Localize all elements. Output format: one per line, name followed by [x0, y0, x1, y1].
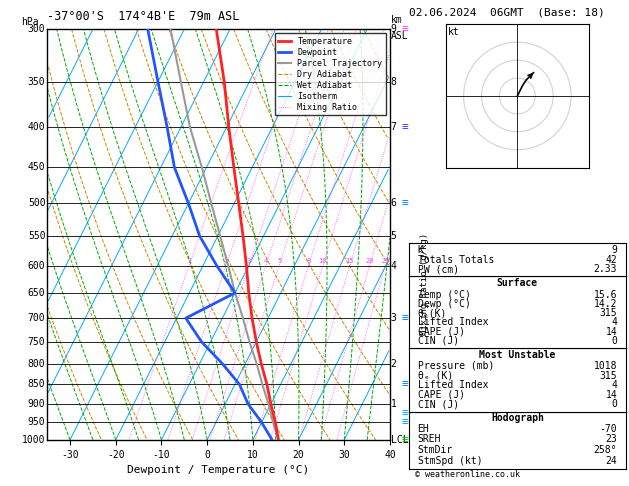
Text: ≡: ≡ — [401, 408, 408, 418]
Text: 1018: 1018 — [594, 361, 617, 371]
Text: 14: 14 — [606, 390, 617, 399]
Text: 9: 9 — [391, 24, 396, 34]
Text: © weatheronline.co.uk: © weatheronline.co.uk — [415, 469, 520, 479]
Text: CAPE (J): CAPE (J) — [418, 390, 465, 399]
Text: 42: 42 — [606, 255, 617, 265]
Text: Surface: Surface — [497, 278, 538, 288]
Text: SREH: SREH — [418, 434, 441, 445]
Text: 7: 7 — [391, 122, 396, 132]
Text: EH: EH — [418, 424, 429, 434]
Text: 2: 2 — [224, 259, 228, 264]
Text: 700: 700 — [28, 313, 45, 323]
Text: 315: 315 — [599, 308, 617, 318]
Text: 14: 14 — [606, 327, 617, 337]
Text: 850: 850 — [28, 380, 45, 389]
Text: ≡: ≡ — [401, 380, 408, 389]
Text: 25: 25 — [381, 259, 389, 264]
Text: θₑ(K): θₑ(K) — [418, 308, 447, 318]
Text: 10: 10 — [319, 259, 327, 264]
Text: 500: 500 — [28, 198, 45, 208]
Text: 6: 6 — [391, 198, 396, 208]
Text: ASL: ASL — [391, 31, 408, 41]
Text: ≡: ≡ — [401, 435, 408, 445]
Text: K: K — [418, 245, 423, 255]
Text: ≡: ≡ — [401, 24, 408, 34]
Text: CIN (J): CIN (J) — [418, 399, 459, 409]
Text: 0: 0 — [611, 336, 617, 346]
Text: 8: 8 — [391, 77, 396, 87]
Text: 900: 900 — [28, 399, 45, 409]
Text: Lifted Index: Lifted Index — [418, 380, 488, 390]
Text: CIN (J): CIN (J) — [418, 336, 459, 346]
Text: 300: 300 — [28, 24, 45, 34]
Text: 20: 20 — [365, 259, 374, 264]
Text: ≡: ≡ — [401, 417, 408, 427]
Text: Temp (°C): Temp (°C) — [418, 290, 470, 300]
Text: 15.6: 15.6 — [594, 290, 617, 300]
Text: 02.06.2024  06GMT  (Base: 18): 02.06.2024 06GMT (Base: 18) — [409, 7, 604, 17]
Text: ≡: ≡ — [401, 198, 408, 208]
Text: PW (cm): PW (cm) — [418, 264, 459, 275]
Text: 23: 23 — [606, 434, 617, 445]
Text: 24: 24 — [606, 456, 617, 466]
Text: 750: 750 — [28, 337, 45, 347]
Text: Totals Totals: Totals Totals — [418, 255, 494, 265]
Text: hPa: hPa — [21, 17, 39, 27]
Text: 950: 950 — [28, 417, 45, 427]
Text: 8: 8 — [306, 259, 311, 264]
Text: Pressure (mb): Pressure (mb) — [418, 361, 494, 371]
Text: -70: -70 — [599, 424, 617, 434]
Text: 3: 3 — [247, 259, 251, 264]
Text: 15: 15 — [345, 259, 354, 264]
Text: 400: 400 — [28, 122, 45, 132]
Text: StmSpd (kt): StmSpd (kt) — [418, 456, 482, 466]
Text: 1000: 1000 — [22, 435, 45, 445]
Text: 800: 800 — [28, 359, 45, 369]
Text: Most Unstable: Most Unstable — [479, 350, 555, 360]
Text: ≡: ≡ — [401, 122, 408, 132]
Text: 9: 9 — [611, 245, 617, 255]
Text: 14.2: 14.2 — [594, 299, 617, 309]
Text: LCL: LCL — [391, 435, 408, 445]
Text: 4: 4 — [391, 260, 396, 271]
Text: 3: 3 — [391, 313, 396, 323]
Legend: Temperature, Dewpoint, Parcel Trajectory, Dry Adiabat, Wet Adiabat, Isotherm, Mi: Temperature, Dewpoint, Parcel Trajectory… — [275, 34, 386, 116]
Text: 650: 650 — [28, 288, 45, 298]
Text: Hodograph: Hodograph — [491, 414, 544, 423]
Text: Dewp (°C): Dewp (°C) — [418, 299, 470, 309]
Text: ≡: ≡ — [401, 313, 408, 323]
Text: Mixing Ratio (g/kg): Mixing Ratio (g/kg) — [420, 233, 429, 335]
Text: 0: 0 — [611, 399, 617, 409]
Text: 1: 1 — [187, 259, 191, 264]
Text: kt: kt — [447, 27, 459, 37]
Text: θₑ (K): θₑ (K) — [418, 370, 453, 381]
Text: 5: 5 — [391, 231, 396, 241]
Text: CAPE (J): CAPE (J) — [418, 327, 465, 337]
Text: 1: 1 — [391, 399, 396, 409]
Text: 600: 600 — [28, 260, 45, 271]
Text: 4: 4 — [611, 380, 617, 390]
Text: km: km — [391, 15, 403, 25]
Text: 5: 5 — [277, 259, 281, 264]
Text: Lifted Index: Lifted Index — [418, 317, 488, 328]
Text: 4: 4 — [611, 317, 617, 328]
X-axis label: Dewpoint / Temperature (°C): Dewpoint / Temperature (°C) — [128, 465, 309, 475]
Text: 450: 450 — [28, 162, 45, 173]
Text: StmDir: StmDir — [418, 445, 453, 455]
Text: 315: 315 — [599, 370, 617, 381]
Text: 258°: 258° — [594, 445, 617, 455]
Text: -37°00'S  174°4B'E  79m ASL: -37°00'S 174°4B'E 79m ASL — [47, 10, 240, 23]
Text: 2.33: 2.33 — [594, 264, 617, 275]
Text: 350: 350 — [28, 77, 45, 87]
Text: 2: 2 — [391, 359, 396, 369]
Text: 550: 550 — [28, 231, 45, 241]
Text: 4: 4 — [264, 259, 268, 264]
